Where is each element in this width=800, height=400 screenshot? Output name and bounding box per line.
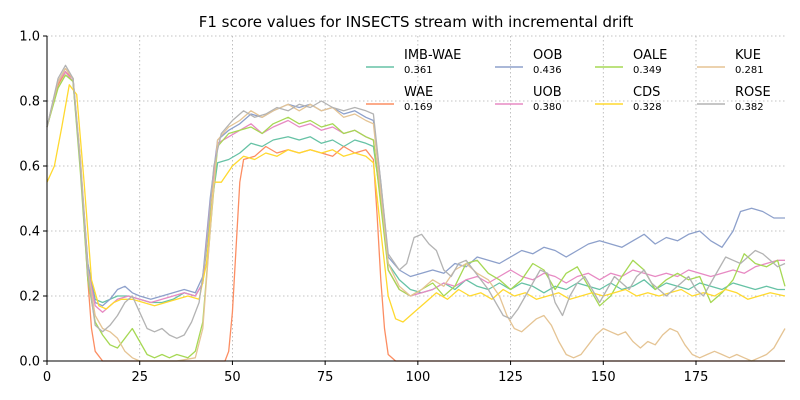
chart-title: F1 score values for INSECTS stream with … xyxy=(199,13,634,31)
y-tick-label: 0.6 xyxy=(19,160,40,175)
grid xyxy=(47,35,785,361)
legend-entry-score: 0.349 xyxy=(633,65,662,76)
x-tick-label: 25 xyxy=(131,370,148,385)
legend: IMB-WAE 0.361 WAE 0.169 OOB 0.436 UOB 0.380 OALE… xyxy=(366,48,771,113)
legend-entry-score: 0.436 xyxy=(533,65,562,76)
legend-entry-name: KUE xyxy=(735,48,761,63)
y-tick-label: 0.4 xyxy=(19,225,40,240)
legend-entry-score: 0.169 xyxy=(404,102,433,113)
legend-entry-name: WAE xyxy=(404,85,433,100)
y-tick-label: 1.0 xyxy=(19,30,40,45)
legend-entry-score: 0.361 xyxy=(404,65,433,76)
x-tick-label: 100 xyxy=(405,370,430,385)
x-tick-label: 175 xyxy=(684,370,709,385)
legend-entry-name: OOB xyxy=(533,48,562,63)
legend-entry-name: OALE xyxy=(633,48,667,63)
series-line-cds xyxy=(46,84,786,323)
axes: 0 25 50 75 100 125 150 175 0.0 0.2 0.4 0.6 0.8 1.0 xyxy=(19,30,785,385)
x-tick-label: 75 xyxy=(317,370,334,385)
series-line-rose xyxy=(46,64,786,339)
legend-entry-name: ROSE xyxy=(735,85,771,100)
legend-entry-name: IMB-WAE xyxy=(404,48,461,63)
x-tick-label: 150 xyxy=(591,370,616,385)
legend-entry-score: 0.382 xyxy=(735,102,764,113)
y-tick-label: 0.2 xyxy=(19,290,40,305)
legend-entry-score: 0.328 xyxy=(633,102,662,113)
x-tick-label: 125 xyxy=(498,370,523,385)
legend-entry-name: CDS xyxy=(633,85,660,100)
legend-entry-score: 0.380 xyxy=(533,102,562,113)
series-line-wae xyxy=(46,71,785,362)
x-tick-label: 0 xyxy=(43,370,51,385)
y-tick-label: 0.0 xyxy=(19,355,40,370)
legend-entry-score: 0.281 xyxy=(735,65,764,76)
series-line-oale xyxy=(46,74,786,359)
series-line-oob xyxy=(46,67,785,307)
y-tick-label: 0.8 xyxy=(19,95,40,110)
x-tick-label: 50 xyxy=(224,370,241,385)
legend-entry-name: UOB xyxy=(533,85,562,100)
series-group xyxy=(46,64,786,362)
